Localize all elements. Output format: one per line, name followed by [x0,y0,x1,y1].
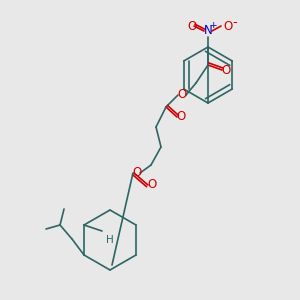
Text: O: O [221,64,231,76]
Text: O: O [188,20,196,32]
Text: N: N [204,25,212,38]
Text: O: O [132,167,142,179]
Text: O: O [147,178,157,191]
Text: O: O [177,88,187,101]
Text: -: - [232,16,237,29]
Text: O: O [224,20,232,32]
Text: O: O [176,110,186,124]
Text: H: H [106,235,114,245]
Text: +: + [209,22,217,31]
